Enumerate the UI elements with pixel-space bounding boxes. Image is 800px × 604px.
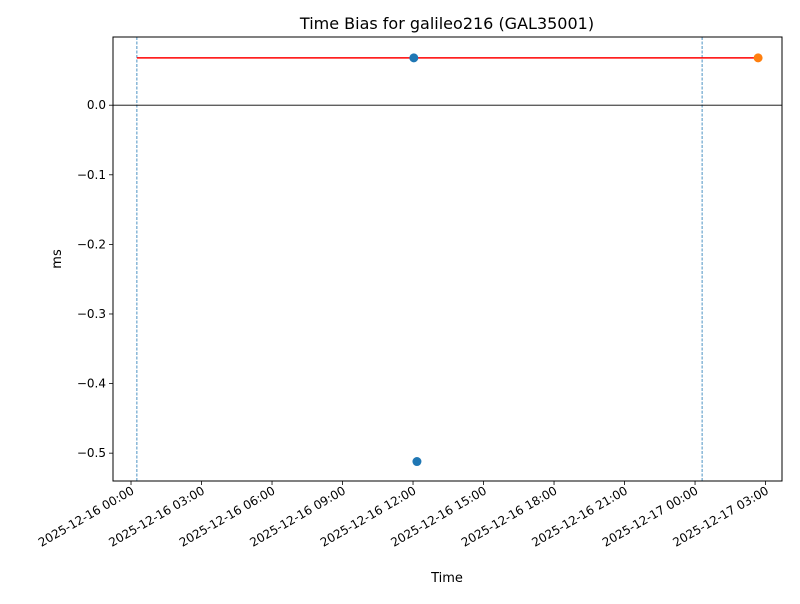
y-tick-label: −0.4 bbox=[77, 377, 106, 391]
y-tick-label: −0.3 bbox=[77, 307, 106, 321]
y-tick-label: 0.0 bbox=[87, 98, 106, 112]
data-point bbox=[753, 53, 763, 63]
data-point bbox=[409, 53, 419, 63]
y-tick-label: −0.2 bbox=[77, 237, 106, 251]
data-point bbox=[412, 457, 422, 467]
y-tick-label: −0.1 bbox=[77, 168, 106, 182]
chart-title: Time Bias for galileo216 (GAL35001) bbox=[299, 14, 594, 33]
x-axis-label: Time bbox=[430, 571, 463, 586]
y-tick-label: −0.5 bbox=[77, 446, 106, 460]
y-axis-label: ms bbox=[50, 249, 65, 269]
axes-frame bbox=[112, 36, 783, 482]
